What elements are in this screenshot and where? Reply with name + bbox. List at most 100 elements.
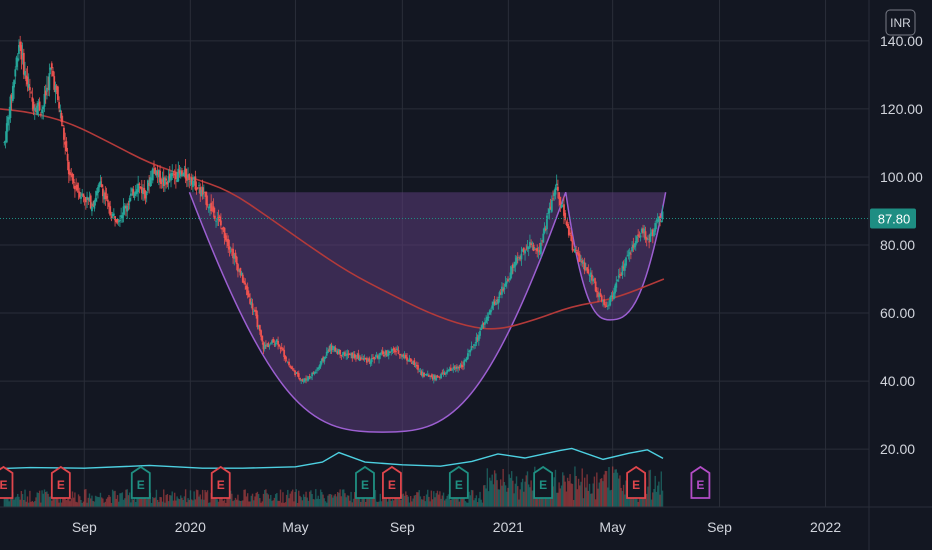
candle-body: [424, 374, 427, 376]
earnings-marker[interactable]: E: [0, 465, 14, 499]
volume-bar: [655, 491, 658, 507]
candle-body: [117, 220, 120, 222]
earnings-marker[interactable]: E: [382, 465, 402, 499]
volume-bar: [660, 471, 663, 507]
volume-bar: [527, 484, 530, 507]
earnings-marker[interactable]: E: [626, 465, 647, 499]
candle-body: [614, 285, 616, 294]
volume-bar: [377, 502, 379, 507]
volume-bar: [509, 477, 512, 507]
volume-bar: [513, 493, 515, 507]
candle-body: [465, 357, 468, 361]
earnings-marker[interactable]: E: [690, 465, 711, 499]
candle-body: [333, 346, 335, 349]
candle-body: [448, 368, 451, 371]
candle-body: [139, 186, 142, 189]
earnings-marker[interactable]: E: [210, 465, 231, 499]
volume-bar: [580, 481, 582, 507]
volume-bar: [48, 496, 51, 507]
last-price-background: [870, 208, 916, 229]
candle-body: [233, 255, 236, 259]
volume-bar: [19, 499, 21, 507]
time-axis-tick-label: Sep: [707, 519, 732, 535]
earnings-marker-shape: [130, 465, 151, 499]
volume-bar: [245, 496, 248, 507]
candle-body: [60, 112, 63, 122]
candle-body: [445, 372, 447, 374]
candle-body: [121, 215, 124, 219]
volume-bar: [226, 495, 228, 507]
candle-body: [82, 193, 85, 197]
volume-bar: [600, 478, 603, 507]
candle-body: [200, 189, 203, 197]
candle-body: [173, 173, 176, 176]
candle-body: [255, 310, 258, 316]
currency-button[interactable]: INR: [885, 9, 916, 36]
candle-body: [89, 195, 92, 209]
candle-body: [525, 248, 528, 250]
earnings-marker[interactable]: E: [130, 465, 151, 499]
volume-bar: [158, 502, 160, 507]
candle-body: [412, 361, 415, 364]
earnings-marker[interactable]: E: [355, 465, 375, 499]
volume-bar: [210, 492, 212, 507]
volume-bar: [591, 493, 593, 507]
volume-bar: [618, 478, 620, 507]
candle-body: [503, 287, 506, 290]
candle-body: [221, 227, 224, 230]
price-axis[interactable]: 140.00 120.00 100.00 80.00 60.00 40.00 20.00: [880, 33, 923, 457]
volume-bar: [188, 499, 190, 507]
candle-body: [154, 167, 157, 174]
volume-bar: [493, 470, 496, 507]
candle-body: [226, 239, 228, 242]
candle-body: [290, 366, 293, 370]
candle-body: [114, 216, 116, 221]
candle-body: [205, 191, 208, 205]
candle-body: [74, 185, 76, 190]
candle-body: [91, 206, 93, 212]
candle-body: [14, 69, 17, 77]
volume-bar: [374, 490, 377, 507]
time-axis-tick-label: 2020: [175, 519, 206, 535]
volume-bar: [615, 469, 617, 507]
volume-bar: [467, 502, 469, 507]
earnings-marker[interactable]: E: [50, 465, 71, 499]
candle-body: [9, 96, 12, 119]
candle-body: [533, 247, 536, 249]
candle-body: [549, 206, 552, 210]
volume-bar: [577, 478, 580, 507]
candle-body: [609, 297, 612, 306]
volume-bar: [135, 502, 137, 507]
volume-bar: [231, 493, 233, 507]
volume-bar: [403, 495, 406, 507]
candle-body: [642, 228, 644, 234]
volume-bar: [287, 489, 289, 507]
volume-bar: [175, 500, 177, 507]
candle-body: [436, 375, 439, 378]
earnings-marker[interactable]: E: [533, 465, 554, 499]
volume-bar: [468, 491, 470, 507]
earnings-marker-label: E: [388, 478, 396, 492]
volume-bar: [265, 489, 267, 507]
candle-body: [66, 153, 69, 161]
candle-body: [497, 298, 500, 304]
candle-body: [344, 352, 346, 357]
volume-bar: [624, 494, 626, 507]
candle-body: [460, 364, 463, 368]
volume-bar: [484, 485, 486, 507]
candle-body: [63, 127, 65, 140]
volume-bar: [498, 489, 501, 507]
volume-bar: [220, 497, 222, 507]
candle-body: [375, 355, 378, 357]
candle-body: [603, 299, 606, 305]
candle-body: [172, 173, 175, 175]
volume-bar: [261, 501, 263, 507]
earnings-marker[interactable]: E: [448, 465, 469, 499]
time-axis[interactable]: Sep 2020 May Sep 2021 May Sep 2022: [72, 519, 841, 535]
candle-body: [591, 274, 593, 281]
volume-bar: [161, 501, 164, 507]
candle-body: [358, 357, 361, 361]
volume-bar: [64, 497, 66, 507]
volume-bar: [249, 501, 251, 507]
